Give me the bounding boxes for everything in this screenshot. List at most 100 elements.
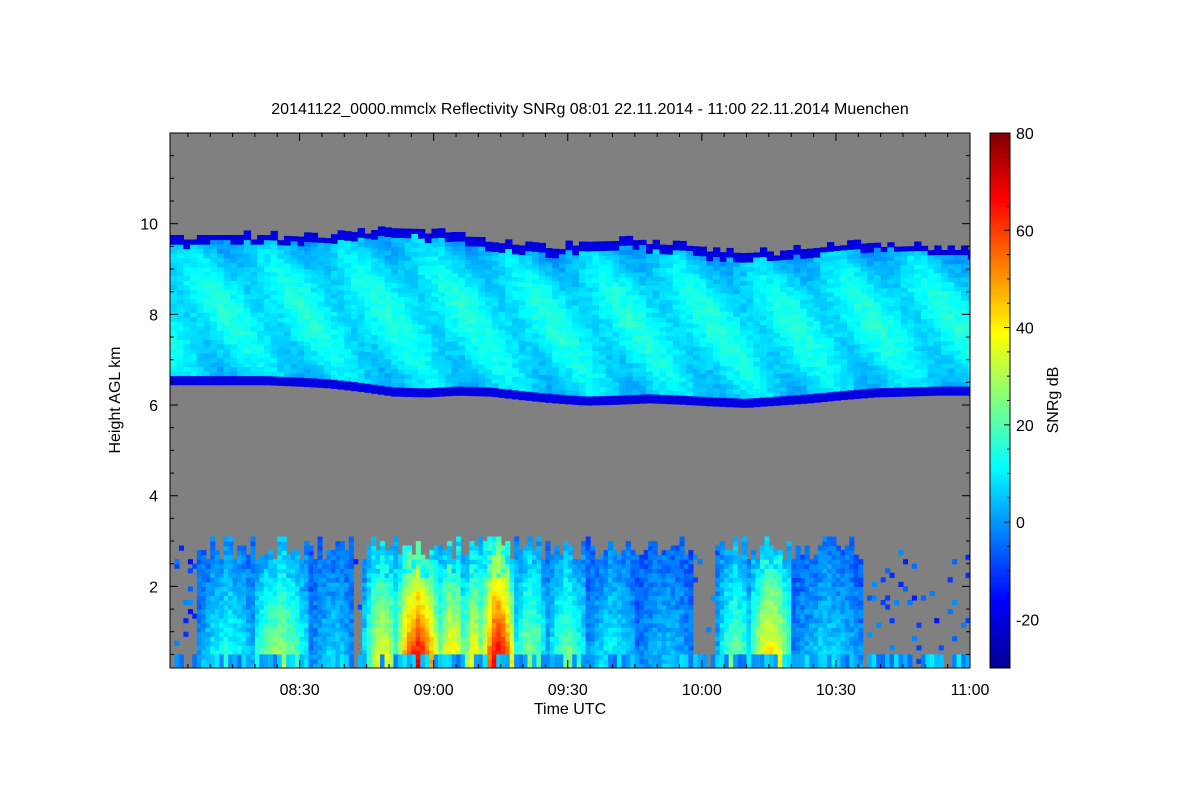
heatmap-cell xyxy=(585,395,593,402)
heatmap-cell xyxy=(241,654,247,668)
heatmap-cell xyxy=(686,259,694,265)
heatmap-cell xyxy=(263,640,269,646)
heatmap-cell xyxy=(686,372,694,378)
heatmap-cell xyxy=(464,331,473,338)
heatmap-cell xyxy=(826,278,835,284)
heatmap-cell xyxy=(592,282,600,288)
heatmap-cell xyxy=(196,244,205,250)
heatmap-cell xyxy=(599,350,607,356)
heatmap-cell xyxy=(518,385,526,392)
heatmap-cell xyxy=(196,622,202,628)
heatmap-cell xyxy=(746,339,754,345)
heatmap-cell xyxy=(451,272,459,278)
heatmap-cell xyxy=(840,317,848,323)
heatmap-cell xyxy=(632,253,640,259)
heatmap-cell xyxy=(867,265,875,271)
heatmap-cell xyxy=(326,636,332,642)
heatmap-cell xyxy=(451,313,459,319)
heatmap-cell xyxy=(270,230,278,236)
heatmap-cell xyxy=(201,618,207,624)
heatmap-cell xyxy=(277,294,285,300)
heatmap-cell xyxy=(753,315,761,321)
heatmap-cell xyxy=(686,359,694,365)
heatmap-cell xyxy=(572,250,580,256)
heatmap-cell xyxy=(384,268,392,274)
heatmap-cell xyxy=(351,259,359,265)
heatmap-cell xyxy=(947,263,955,269)
heatmap-cell xyxy=(552,384,560,390)
heatmap-cell xyxy=(645,271,654,277)
heatmap-cell xyxy=(585,296,593,302)
heatmap-cell xyxy=(726,365,734,371)
heatmap-cell xyxy=(927,340,935,346)
heatmap-cell xyxy=(679,245,687,251)
heatmap-cell xyxy=(592,314,600,320)
heatmap-cell xyxy=(572,272,580,278)
heatmap-cell xyxy=(272,609,278,615)
heatmap-cell xyxy=(351,240,359,247)
heatmap-cell xyxy=(686,245,694,251)
heatmap-cell xyxy=(967,304,970,310)
heatmap-cell xyxy=(853,275,862,282)
heatmap-cell xyxy=(223,595,229,601)
heatmap-cell xyxy=(424,310,433,316)
heatmap-cell xyxy=(773,309,781,316)
heatmap-cell xyxy=(404,319,412,325)
heatmap-cell xyxy=(297,322,305,328)
heatmap-cell xyxy=(967,381,970,387)
heatmap-cell xyxy=(330,288,339,294)
heatmap-cell xyxy=(310,355,319,361)
heatmap-cell xyxy=(625,344,634,350)
heatmap-cell xyxy=(538,288,547,294)
heatmap-cell xyxy=(337,375,345,381)
heatmap-cell xyxy=(565,317,573,323)
heatmap-cell xyxy=(219,604,225,610)
heatmap-cell xyxy=(639,389,647,395)
heatmap-cell xyxy=(304,572,310,578)
heatmap-cell xyxy=(599,381,607,388)
heatmap-cell xyxy=(505,393,513,399)
heatmap-cell xyxy=(914,350,922,356)
heatmap-cell xyxy=(192,563,198,569)
heatmap-cell xyxy=(324,378,332,384)
heatmap-cell xyxy=(840,363,848,369)
heatmap-cell xyxy=(666,244,674,251)
heatmap-cell xyxy=(317,314,325,320)
heatmap-cell xyxy=(344,285,352,291)
heatmap-cell xyxy=(377,357,386,364)
heatmap-cell xyxy=(813,311,821,317)
heatmap-cell xyxy=(853,289,862,295)
heatmap-cell xyxy=(263,595,269,601)
heatmap-cell xyxy=(283,290,292,296)
heatmap-cell xyxy=(183,343,191,349)
heatmap-cell xyxy=(491,305,500,311)
heatmap-cell xyxy=(263,294,272,300)
heatmap-cell xyxy=(726,311,734,317)
heatmap-cell xyxy=(223,658,229,665)
heatmap-cell xyxy=(176,316,184,322)
heatmap-cell xyxy=(907,368,915,374)
heatmap-cell xyxy=(485,386,493,392)
heatmap-cell xyxy=(283,303,292,310)
heatmap-cell xyxy=(907,355,915,361)
heatmap-cell xyxy=(847,312,855,318)
heatmap-cell xyxy=(210,280,218,286)
heatmap-cell xyxy=(780,363,788,369)
heatmap-cell xyxy=(679,295,687,301)
heatmap-cell xyxy=(538,347,547,353)
heatmap-cell xyxy=(565,399,573,405)
heatmap-cell xyxy=(786,308,795,315)
heatmap-cell xyxy=(313,563,319,569)
heatmap-cell xyxy=(699,337,707,343)
heatmap-cell xyxy=(304,609,310,615)
heatmap-cell xyxy=(873,374,882,380)
heatmap-cell xyxy=(954,363,962,369)
heatmap-cell xyxy=(873,392,882,398)
heatmap-cell xyxy=(485,382,493,388)
heatmap-cell xyxy=(203,312,211,318)
heatmap-cell xyxy=(525,295,533,302)
heatmap-cell xyxy=(491,337,500,343)
heatmap-cell xyxy=(277,568,283,574)
heatmap-cell xyxy=(873,365,882,371)
heatmap-cell xyxy=(464,245,473,251)
